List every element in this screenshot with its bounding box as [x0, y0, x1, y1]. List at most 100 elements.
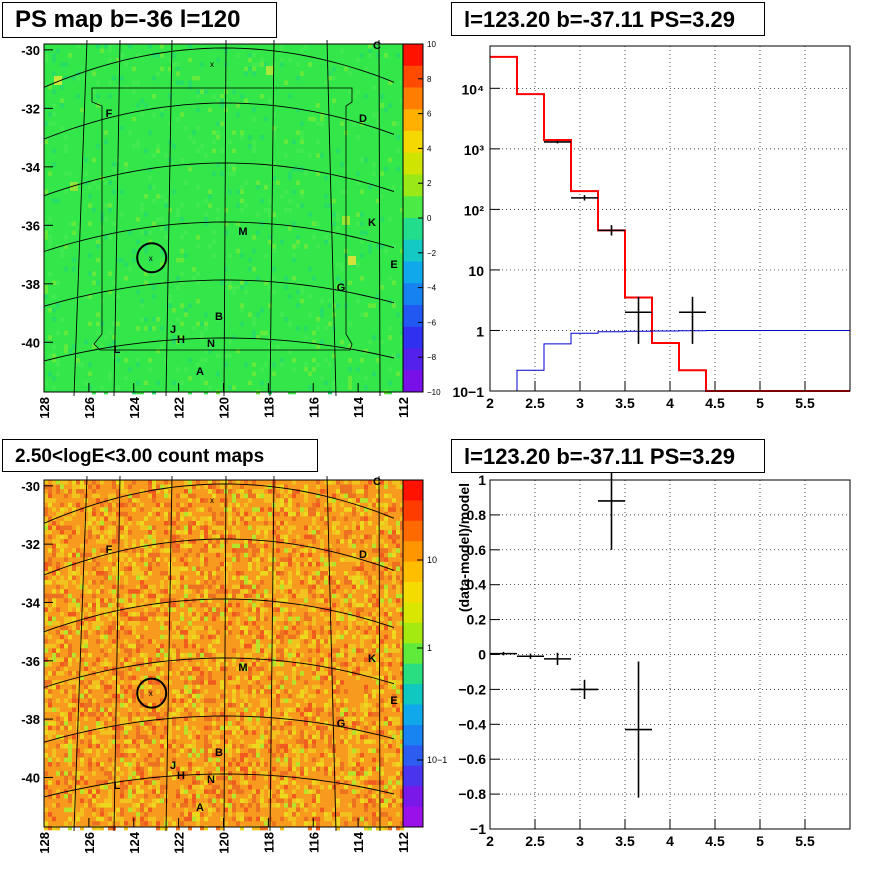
heatmap-cell — [204, 657, 208, 662]
heatmap-cell — [260, 643, 264, 649]
heatmap-cell — [208, 671, 212, 676]
heatmap-cell — [360, 566, 364, 571]
heatmap-cell — [56, 534, 60, 540]
heatmap-cell — [304, 534, 308, 540]
heatmap-cell — [316, 530, 320, 535]
heatmap-cell — [280, 793, 284, 799]
heatmap-cell — [352, 662, 356, 667]
heatmap-cell — [52, 357, 56, 363]
heatmap-cell — [300, 71, 304, 76]
heatmap-cell — [264, 185, 268, 190]
heatmap-cell — [184, 312, 188, 317]
x-tick-label: 5 — [756, 395, 764, 411]
heatmap-cell — [344, 489, 348, 494]
heatmap-cell — [328, 652, 332, 658]
heatmap-cell — [56, 584, 60, 590]
heatmap-cell — [156, 607, 160, 612]
heatmap-cell — [192, 816, 196, 822]
heatmap-cell — [296, 235, 300, 240]
heatmap-cell — [104, 598, 108, 603]
heatmap-cell — [44, 730, 48, 735]
heatmap-cell — [164, 739, 168, 744]
heatmap-cell — [400, 516, 404, 521]
heatmap-cell — [44, 285, 48, 290]
heatmap-cell — [252, 148, 256, 154]
heatmap-cell — [336, 698, 340, 703]
heatmap-cell — [284, 493, 288, 499]
heatmap-cell — [96, 803, 100, 808]
heatmap-cell — [92, 625, 96, 631]
heatmap-cell — [380, 707, 384, 713]
heatmap-cell — [244, 602, 248, 608]
heatmap-cell — [240, 307, 244, 313]
heatmap-cell — [268, 780, 272, 785]
heatmap-cell — [276, 698, 280, 703]
heatmap-cell — [216, 725, 220, 731]
heatmap-cell — [308, 511, 312, 517]
heatmap-cell — [120, 721, 124, 726]
heatmap-cell — [132, 793, 136, 799]
heatmap-cell — [88, 321, 92, 327]
heatmap-cell — [348, 762, 352, 767]
heatmap-cell — [256, 825, 260, 831]
source-label: M — [238, 662, 247, 674]
heatmap-cell — [292, 816, 296, 822]
heatmap-cell — [124, 593, 128, 599]
heatmap-cell — [296, 534, 300, 540]
heatmap-cell — [128, 775, 132, 781]
heatmap-cell — [152, 498, 156, 503]
heatmap-cell — [344, 716, 348, 722]
colorbar-swatch — [403, 44, 423, 67]
heatmap-cell — [288, 730, 292, 735]
heatmap-cell — [108, 598, 112, 603]
heatmap-cell — [88, 221, 92, 226]
heatmap-cell — [216, 135, 220, 140]
heatmap-cell — [316, 525, 320, 531]
heatmap-cell — [268, 566, 272, 571]
heatmap-cell — [388, 621, 392, 626]
colorbar-swatch — [403, 622, 423, 644]
heatmap-cell — [340, 680, 344, 685]
heatmap-cell — [376, 598, 380, 603]
heatmap-cell — [72, 793, 76, 799]
heatmap-cell — [376, 712, 380, 717]
heatmap-cell — [128, 698, 132, 703]
heatmap-cell — [140, 734, 144, 740]
heatmap-cell — [148, 534, 152, 540]
heatmap-cell — [112, 162, 116, 167]
heatmap-cell — [328, 616, 332, 622]
heatmap-cell — [292, 357, 296, 363]
heatmap-cell — [124, 762, 128, 767]
heatmap-cell — [52, 317, 56, 322]
heatmap-cell — [236, 548, 240, 553]
heatmap-cell — [44, 520, 48, 526]
heatmap-cell — [252, 662, 256, 667]
heatmap-cell — [116, 648, 120, 653]
heatmap-cell — [48, 702, 52, 708]
heatmap-cell — [44, 189, 48, 195]
heatmap-cell — [356, 171, 360, 176]
heatmap-cell — [208, 543, 212, 549]
heatmap-cell — [328, 712, 332, 717]
heatmap-cell — [212, 803, 216, 808]
heatmap-cell — [336, 803, 340, 808]
heatmap-cell — [172, 689, 176, 694]
heatmap-cell — [108, 534, 112, 540]
heatmap-cell — [248, 643, 252, 649]
heatmap-cell — [248, 53, 252, 58]
heatmap-cell — [260, 634, 264, 640]
heatmap-cell — [252, 516, 256, 521]
heatmap-cell — [160, 643, 164, 649]
heatmap-cell — [400, 725, 404, 731]
heatmap-cell — [212, 525, 216, 531]
coordinate-grid — [43, 39, 395, 397]
heatmap-cell — [332, 66, 336, 72]
heatmap-cell — [388, 821, 392, 826]
heatmap-cell — [280, 44, 284, 49]
heatmap-cell — [112, 621, 116, 626]
heatmap-cell — [48, 825, 52, 831]
heatmap-cell — [396, 771, 400, 776]
heatmap-cell — [176, 66, 180, 72]
colorbar-swatch — [403, 109, 423, 132]
heatmap-cell — [144, 680, 148, 685]
